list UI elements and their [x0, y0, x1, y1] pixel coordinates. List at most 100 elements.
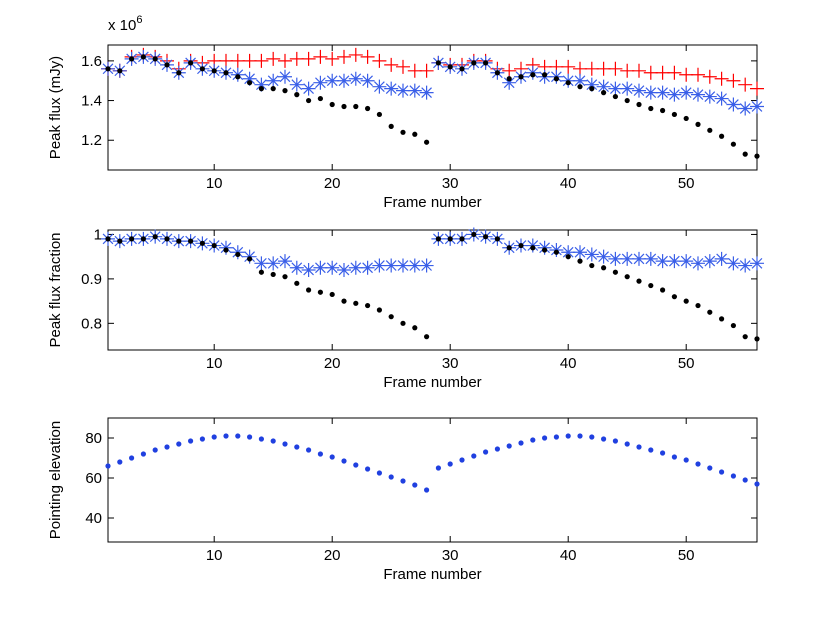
- star-marker: [738, 101, 753, 116]
- x-tick-label: 30: [442, 355, 459, 372]
- dot-marker: [707, 127, 713, 133]
- x-tick-label: 50: [678, 547, 695, 564]
- dot-marker: [152, 447, 158, 453]
- dot-marker: [341, 103, 347, 110]
- plus-marker: [230, 53, 245, 68]
- plus-marker: [242, 53, 257, 68]
- star-marker: [289, 77, 304, 92]
- dot-marker: [483, 234, 489, 240]
- dot-marker: [542, 247, 548, 253]
- star-marker: [337, 263, 351, 277]
- dot-marker: [601, 436, 607, 442]
- dot-marker: [176, 238, 182, 244]
- star-marker: [643, 251, 658, 266]
- dot-marker: [388, 314, 394, 320]
- star-marker: [667, 87, 682, 102]
- star-marker: [407, 258, 422, 273]
- dot-marker: [589, 262, 595, 269]
- x-tick-label: 20: [324, 175, 341, 192]
- plus-marker: [384, 57, 399, 72]
- axes-box: [107, 417, 758, 543]
- star-marker: [573, 73, 587, 88]
- star-marker: [714, 251, 729, 266]
- dot-marker: [530, 437, 536, 443]
- plus-marker: [620, 63, 635, 78]
- dot-marker: [211, 434, 217, 440]
- dot-marker: [258, 86, 264, 92]
- star-marker: [667, 254, 682, 269]
- dot-marker: [235, 251, 241, 258]
- plus-marker: [643, 65, 658, 80]
- dot-marker: [707, 465, 713, 471]
- plus-marker: [750, 81, 764, 96]
- dot-marker: [577, 258, 583, 264]
- dot-marker: [671, 294, 678, 300]
- y-axis-label: Peak flux fraction: [47, 232, 64, 347]
- dot-marker: [742, 151, 748, 157]
- dot-marker: [624, 274, 630, 280]
- star-marker: [360, 260, 375, 275]
- dot-marker: [400, 320, 406, 326]
- star-marker: [325, 73, 340, 88]
- dot-marker: [176, 70, 182, 76]
- plus-marker: [337, 49, 351, 64]
- plus-marker: [502, 63, 517, 78]
- dot-marker: [129, 56, 135, 62]
- star-marker: [313, 75, 328, 90]
- dot-marker: [317, 451, 323, 457]
- star-marker: [561, 245, 576, 260]
- star-marker: [596, 249, 611, 264]
- dot-marker: [459, 66, 465, 72]
- plus-marker: [407, 63, 422, 78]
- dot-marker: [424, 334, 430, 340]
- dot-marker: [506, 443, 512, 449]
- dot-marker: [612, 438, 619, 444]
- y-tick-label: 1.4: [81, 93, 102, 110]
- dot-marker: [518, 74, 524, 80]
- dot-marker: [624, 441, 630, 447]
- star-marker: [407, 83, 422, 98]
- dot-marker: [424, 139, 430, 145]
- dot-marker: [129, 236, 135, 242]
- dot-marker: [589, 86, 595, 92]
- y-tick-label: 1.6: [81, 53, 102, 70]
- dot-marker: [211, 242, 217, 249]
- plus-marker: [608, 61, 623, 76]
- dot-marker: [223, 70, 229, 76]
- dot-marker: [412, 325, 418, 331]
- dot-marker: [117, 238, 123, 244]
- dot-marker: [636, 444, 642, 450]
- dot-marker: [282, 441, 288, 447]
- star-marker: [714, 91, 729, 106]
- plus-marker: [691, 67, 705, 82]
- dot-marker: [707, 309, 713, 315]
- dot-marker: [577, 84, 583, 90]
- dot-marker: [282, 274, 288, 280]
- star-marker: [278, 254, 292, 269]
- plus-marker: [348, 47, 363, 62]
- star-marker: [573, 245, 587, 260]
- x-tick-label: 10: [206, 547, 223, 564]
- dot-marker: [152, 234, 158, 240]
- plus-marker: [219, 53, 233, 68]
- dot-marker: [223, 247, 229, 253]
- dot-marker: [282, 88, 288, 94]
- dot-marker: [294, 280, 300, 286]
- dot-marker: [660, 287, 666, 293]
- dot-marker: [719, 469, 725, 475]
- dot-marker: [129, 455, 135, 461]
- dot-marker: [105, 66, 111, 72]
- dot-marker: [270, 271, 276, 278]
- x-tick-label: 10: [206, 355, 223, 372]
- dot-marker: [683, 298, 689, 304]
- dot-marker: [188, 60, 194, 66]
- plus-marker: [419, 63, 434, 78]
- plus-marker: [360, 49, 375, 64]
- dot-marker: [530, 245, 536, 251]
- dot-marker: [199, 66, 205, 72]
- dot-marker: [565, 433, 571, 439]
- dot-marker: [117, 459, 123, 465]
- y-tick-label: 0.9: [81, 271, 102, 288]
- dot-marker: [719, 316, 725, 322]
